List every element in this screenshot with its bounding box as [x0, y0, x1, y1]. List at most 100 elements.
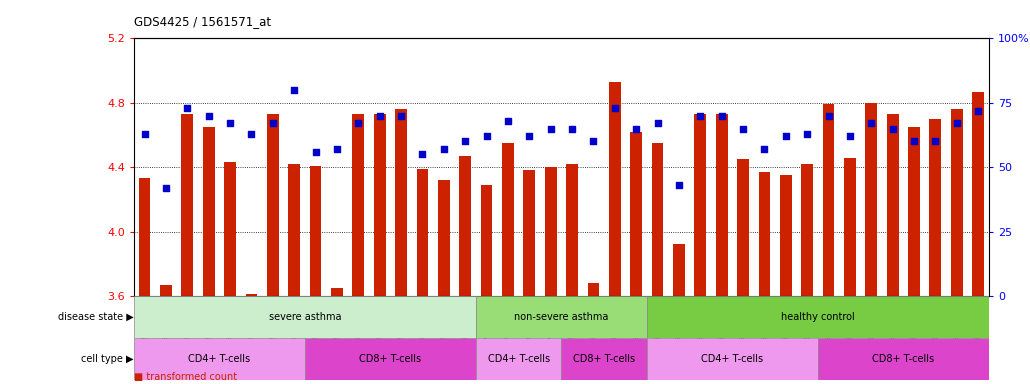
Text: CD4+ T-cells: CD4+ T-cells	[487, 354, 550, 364]
Bar	[181, 114, 194, 296]
Bar	[310, 166, 321, 296]
Point	[350, 120, 367, 126]
Point	[179, 105, 196, 111]
Point	[201, 113, 217, 119]
Point	[799, 131, 816, 137]
Bar	[801, 164, 813, 296]
Bar	[630, 132, 642, 296]
Point	[563, 126, 580, 132]
Bar	[459, 156, 471, 296]
Bar	[396, 109, 407, 296]
Bar	[951, 109, 963, 296]
Text: cell type ▶: cell type ▶	[81, 354, 134, 364]
Point	[905, 138, 922, 144]
Bar	[139, 179, 150, 296]
Text: disease state ▶: disease state ▶	[58, 312, 134, 322]
Point	[756, 146, 772, 152]
Bar	[160, 285, 172, 296]
Point	[158, 185, 174, 191]
Bar	[566, 164, 578, 296]
Point	[820, 113, 836, 119]
Bar	[416, 169, 428, 296]
Text: non-severe asthma: non-severe asthma	[514, 312, 609, 322]
Text: CD8+ T-cells: CD8+ T-cells	[573, 354, 636, 364]
Bar	[545, 167, 556, 296]
Bar	[438, 180, 450, 296]
Point	[778, 133, 794, 139]
Point	[265, 120, 281, 126]
Bar	[203, 127, 214, 296]
Bar	[134, 338, 305, 380]
Bar	[225, 162, 236, 296]
Bar	[481, 185, 492, 296]
Bar	[523, 170, 536, 296]
Bar	[374, 114, 385, 296]
Bar	[652, 143, 663, 296]
Bar	[587, 283, 599, 296]
Bar	[502, 143, 514, 296]
Point	[136, 131, 152, 137]
Bar	[609, 82, 621, 296]
Point	[329, 146, 345, 152]
Text: GDS4425 / 1561571_at: GDS4425 / 1561571_at	[134, 15, 271, 28]
Point	[500, 118, 516, 124]
Point	[457, 138, 474, 144]
Bar	[844, 157, 856, 296]
Point	[478, 133, 494, 139]
Point	[521, 133, 538, 139]
Point	[842, 133, 858, 139]
Bar	[673, 245, 685, 296]
Bar	[134, 296, 476, 338]
Bar	[865, 103, 878, 296]
Bar	[823, 104, 834, 296]
Bar	[716, 114, 727, 296]
Point	[543, 126, 559, 132]
Text: CD4+ T-cells: CD4+ T-cells	[188, 354, 250, 364]
Bar	[476, 296, 647, 338]
Text: ■ transformed count: ■ transformed count	[134, 372, 237, 382]
Bar	[305, 338, 476, 380]
Bar	[267, 114, 279, 296]
Point	[436, 146, 452, 152]
Text: CD8+ T-cells: CD8+ T-cells	[359, 354, 421, 364]
Point	[734, 126, 751, 132]
Bar	[780, 175, 792, 296]
Bar	[972, 91, 984, 296]
Point	[307, 149, 323, 155]
Bar	[245, 295, 258, 296]
Point	[286, 87, 303, 93]
Point	[607, 105, 623, 111]
Text: healthy control: healthy control	[781, 312, 855, 322]
Bar	[288, 164, 300, 296]
Bar	[352, 114, 365, 296]
Text: CD4+ T-cells: CD4+ T-cells	[701, 354, 763, 364]
Bar	[887, 114, 898, 296]
Point	[885, 126, 901, 132]
Bar	[908, 127, 920, 296]
Bar	[694, 114, 707, 296]
Text: CD8+ T-cells: CD8+ T-cells	[872, 354, 934, 364]
Point	[863, 120, 880, 126]
Point	[949, 120, 965, 126]
Bar	[737, 159, 749, 296]
Point	[714, 113, 730, 119]
Bar	[331, 288, 343, 296]
Bar	[561, 338, 647, 380]
Point	[243, 131, 260, 137]
Bar	[929, 119, 941, 296]
Point	[649, 120, 665, 126]
Bar	[647, 338, 818, 380]
Point	[671, 182, 687, 188]
Bar	[476, 338, 561, 380]
Point	[221, 120, 238, 126]
Bar	[647, 296, 989, 338]
Point	[628, 126, 645, 132]
Point	[970, 108, 987, 114]
Bar	[818, 338, 989, 380]
Point	[372, 113, 388, 119]
Text: severe asthma: severe asthma	[269, 312, 341, 322]
Bar	[758, 172, 770, 296]
Point	[392, 113, 409, 119]
Point	[927, 138, 943, 144]
Point	[414, 151, 431, 157]
